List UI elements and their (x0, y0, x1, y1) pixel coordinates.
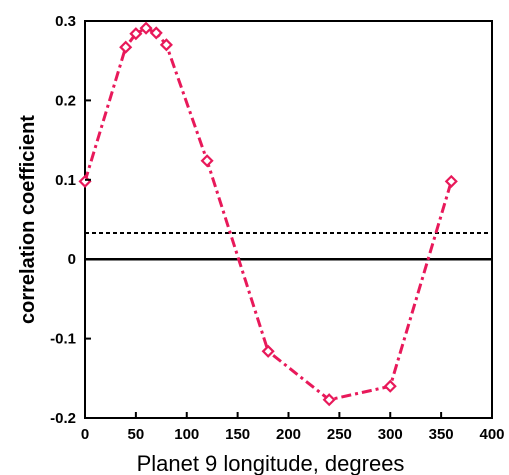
y-tick-label: 0 (68, 251, 76, 268)
x-tick-label: 150 (225, 426, 250, 443)
y-tick-label: -0.2 (50, 410, 76, 427)
data-point (444, 174, 458, 188)
series-line (83, 26, 453, 402)
series-layer (78, 21, 458, 407)
data-point (129, 27, 143, 41)
y-axis-ticks: 0.3 0.2 0.1 0 -0.1 -0.2 (50, 13, 91, 427)
y-tick-label: 0.3 (55, 13, 76, 30)
data-point (139, 21, 153, 35)
y-axis-label: correlation coefficient (17, 115, 39, 324)
x-tick-label: 250 (327, 426, 352, 443)
data-point (159, 38, 173, 52)
y-tick-label: 0.1 (55, 172, 76, 189)
plot-frame (84, 20, 493, 419)
y-tick-label: 0.2 (55, 92, 76, 109)
data-point (200, 154, 214, 168)
plot-area (78, 20, 493, 419)
x-tick-label: 300 (378, 426, 403, 443)
x-tick-label: 100 (174, 426, 199, 443)
x-tick-label: 200 (276, 426, 301, 443)
y-tick-label: -0.1 (50, 331, 76, 348)
data-point (322, 393, 336, 407)
data-point (149, 26, 163, 40)
data-point (383, 379, 397, 393)
x-tick-label: 50 (128, 426, 145, 443)
x-axis-label: Planet 9 longitude, degrees (137, 451, 405, 475)
x-tick-label: 350 (429, 426, 454, 443)
x-tick-label: 400 (479, 426, 504, 443)
data-point (78, 174, 92, 188)
x-axis-ticks: 0 50 100 150 200 250 300 350 400 (81, 412, 505, 443)
x-tick-label: 0 (81, 426, 89, 443)
data-point (119, 40, 133, 54)
data-point (261, 344, 275, 358)
